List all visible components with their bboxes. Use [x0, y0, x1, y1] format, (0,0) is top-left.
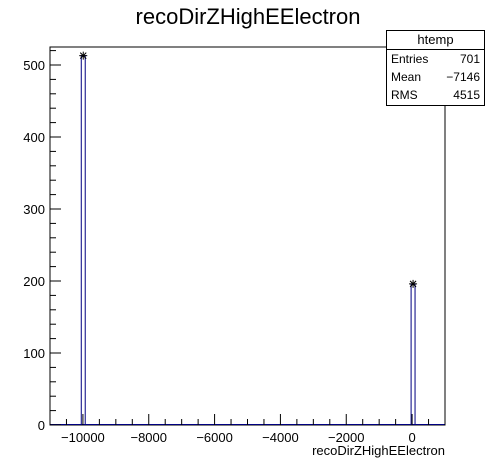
- stats-row: RMS 4515: [387, 86, 484, 104]
- x-tick-label: −6000: [196, 430, 233, 445]
- x-axis-ticks: −10000 −8000 −6000 −4000 −2000 0: [49, 414, 446, 445]
- histogram-bars: [50, 55, 445, 425]
- histogram-bar-1: [410, 283, 416, 425]
- x-tick-label: −4000: [262, 430, 299, 445]
- stats-label: Entries: [391, 52, 429, 66]
- stats-value: −7146: [446, 70, 480, 84]
- histogram-bar-0: [80, 55, 86, 425]
- stats-label: RMS: [391, 88, 418, 102]
- y-tick-label: 300: [23, 202, 45, 217]
- y-tick-label: 500: [23, 58, 45, 73]
- stats-value: 4515: [453, 88, 480, 102]
- data-marker-1: [409, 279, 418, 288]
- x-tick-label: −8000: [130, 430, 167, 445]
- stats-box: htemp Entries 701 Mean −7146 RMS 4515: [386, 30, 485, 106]
- y-axis-ticks: 0 100 200 300 400 500: [23, 50, 61, 433]
- data-markers: [79, 51, 418, 288]
- stats-value: 701: [459, 52, 480, 66]
- x-tick-label: −10000: [61, 430, 105, 445]
- y-tick-label: 0: [38, 418, 45, 433]
- x-tick-label: −2000: [328, 430, 365, 445]
- stats-rows: Entries 701 Mean −7146 RMS 4515: [387, 50, 484, 104]
- stats-row: Mean −7146: [387, 68, 484, 86]
- x-axis-title: recoDirZHighEElectron: [312, 443, 445, 458]
- y-tick-label: 100: [23, 346, 45, 361]
- y-tick-label: 200: [23, 274, 45, 289]
- stats-label: Mean: [391, 70, 422, 84]
- chart-title: recoDirZHighEElectron: [136, 4, 361, 29]
- data-marker-0: [79, 51, 88, 60]
- x-tick-label: 0: [408, 430, 415, 445]
- stats-title: htemp: [387, 31, 484, 50]
- y-tick-label: 400: [23, 130, 45, 145]
- stats-row: Entries 701: [387, 50, 484, 68]
